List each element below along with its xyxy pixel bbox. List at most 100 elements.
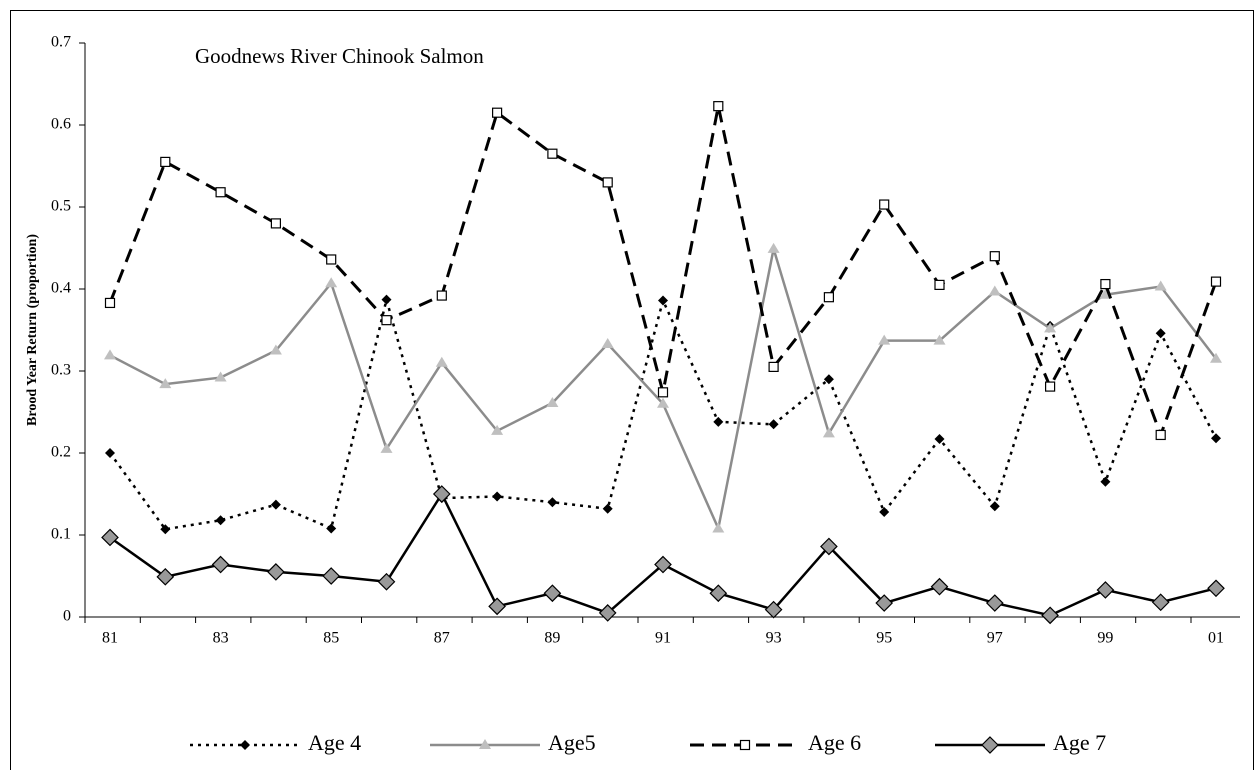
marker [602, 177, 613, 188]
marker [1210, 352, 1222, 363]
marker [156, 567, 175, 586]
marker [989, 501, 1000, 512]
x-tick-label: 91 [655, 630, 671, 647]
y-tick-label: 0.5 [51, 198, 71, 215]
marker [1100, 476, 1111, 487]
marker [767, 242, 780, 253]
marker [1096, 581, 1115, 599]
marker [1100, 278, 1111, 290]
marker [104, 297, 116, 309]
marker [823, 292, 835, 303]
marker [491, 424, 504, 435]
marker [377, 572, 396, 591]
marker [492, 491, 503, 502]
y-tick-label: 0.1 [51, 526, 71, 543]
legend-marker [479, 739, 491, 749]
x-tick-label: 97 [987, 630, 1003, 647]
legend-label: Age 4 [308, 730, 361, 755]
marker [657, 387, 669, 398]
marker [1154, 280, 1167, 291]
marker [325, 277, 338, 288]
marker [933, 334, 946, 345]
marker [822, 427, 835, 438]
marker [1151, 593, 1170, 612]
marker [985, 594, 1004, 612]
marker [934, 279, 945, 290]
marker [601, 337, 614, 348]
legend-marker [240, 740, 250, 750]
marker [215, 187, 226, 198]
chart-title: Goodnews River Chinook Salmon [195, 44, 484, 68]
x-tick-label: 81 [102, 630, 118, 647]
x-tick-label: 95 [876, 630, 892, 647]
marker [768, 361, 779, 372]
marker [658, 295, 668, 306]
legend-marker [739, 739, 751, 751]
x-tick-label: 99 [1097, 630, 1113, 647]
marker [713, 416, 724, 427]
marker [712, 522, 725, 533]
marker [598, 604, 617, 622]
marker [101, 528, 119, 547]
marker [713, 101, 724, 112]
marker [1041, 606, 1059, 625]
y-tick-label: 0.4 [51, 280, 71, 297]
marker [1044, 381, 1056, 392]
marker [547, 497, 558, 508]
marker [1211, 433, 1221, 444]
marker [543, 584, 562, 603]
marker [1210, 276, 1222, 287]
marker [602, 503, 613, 514]
marker [657, 397, 669, 408]
marker [104, 349, 116, 360]
marker [823, 374, 834, 385]
marker [492, 107, 503, 118]
marker [488, 597, 506, 616]
marker [1155, 429, 1166, 441]
series-line [109, 491, 1217, 617]
marker [820, 537, 838, 556]
marker [547, 148, 558, 159]
marker [654, 555, 672, 574]
marker [875, 594, 894, 612]
legend-item: Age5 [430, 730, 596, 755]
legend-marker [981, 736, 999, 754]
marker [159, 378, 172, 389]
marker [269, 344, 282, 355]
y-axis-label: Brood Year Return (proportion) [25, 234, 40, 426]
marker [270, 218, 281, 229]
x-tick-label: 83 [213, 630, 229, 647]
y-tick-label: 0.6 [51, 116, 71, 133]
marker [160, 524, 171, 535]
marker [322, 567, 341, 585]
series [104, 101, 1222, 441]
marker [326, 254, 337, 265]
marker [709, 584, 728, 603]
marker [436, 290, 447, 301]
legend-label: Age 7 [1053, 730, 1106, 755]
x-tick-label: 87 [434, 630, 450, 647]
marker [1207, 579, 1225, 598]
legend-item: Age 7 [935, 730, 1106, 755]
marker [989, 251, 1000, 262]
marker [879, 199, 890, 210]
series [104, 242, 1222, 533]
legend-item: Age 4 [190, 730, 361, 755]
legend-item: Age 6 [690, 730, 861, 755]
x-tick-label: 01 [1208, 630, 1224, 647]
marker [326, 523, 337, 534]
marker [1044, 322, 1057, 333]
marker [380, 442, 393, 453]
y-tick-label: 0 [63, 608, 71, 625]
legend-label: Age5 [548, 730, 596, 755]
marker [435, 356, 448, 367]
series [105, 294, 1221, 535]
x-tick-label: 85 [323, 630, 339, 647]
marker [381, 294, 392, 305]
marker [934, 434, 945, 445]
y-tick-label: 0.3 [51, 362, 71, 379]
marker [267, 563, 285, 581]
marker [211, 555, 230, 574]
series [101, 485, 1225, 625]
